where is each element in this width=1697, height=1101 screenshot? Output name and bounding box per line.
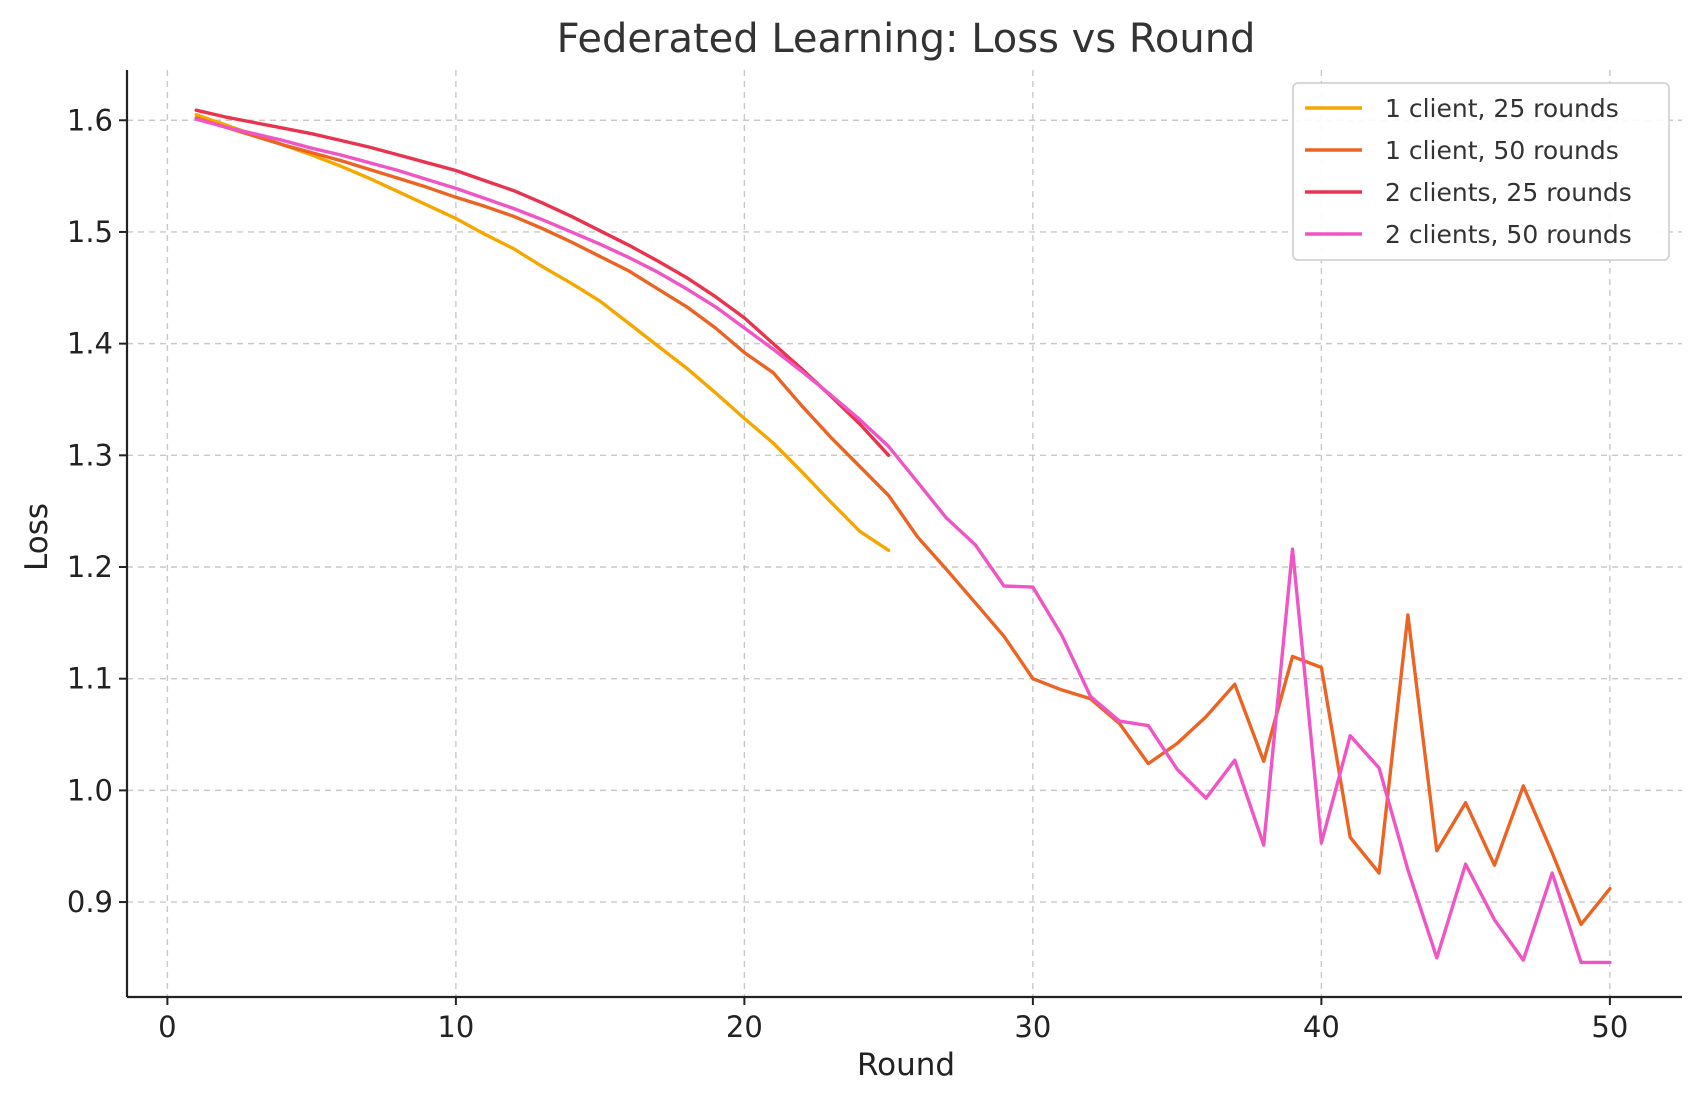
x-tick-label: 10 — [437, 1010, 474, 1044]
x-tick-label: 0 — [158, 1010, 176, 1044]
series-lines — [194, 108, 1612, 965]
x-tick-label: 40 — [1303, 1010, 1340, 1044]
chart-title: Federated Learning: Loss vs Round — [557, 16, 1256, 62]
y-tick-label: 1.5 — [67, 215, 113, 249]
series-line-2 — [194, 116, 1612, 927]
x-tick-label: 20 — [726, 1010, 763, 1044]
axis-ticks: 0 10 20 30 40 50 0.9 1.0 1.1 1.2 1.3 1.4 1.5 1.6 — [67, 103, 1628, 1044]
axes — [125, 70, 1682, 999]
x-tick-label: 50 — [1591, 1010, 1628, 1044]
legend: 1 client, 25 rounds 1 client, 50 rounds 2 … — [1292, 82, 1670, 261]
y-axis-label: Loss — [19, 503, 55, 571]
x-axis-label: Round — [857, 1047, 955, 1083]
y-tick-label: 1.0 — [67, 773, 113, 807]
y-tick-label: 0.9 — [67, 885, 113, 919]
y-tick-label: 1.4 — [67, 327, 113, 361]
series-line-1 — [194, 112, 891, 552]
y-tick-label: 1.6 — [67, 103, 113, 137]
y-tick-label: 1.3 — [67, 438, 113, 472]
series-line-4 — [194, 117, 1612, 965]
series-line-3 — [194, 108, 891, 457]
y-tick-label: 1.1 — [67, 662, 113, 696]
y-tick-label: 1.2 — [67, 550, 113, 584]
legend-frame — [1292, 82, 1670, 261]
legend-label-1: 1 client, 25 rounds — [1385, 94, 1619, 123]
legend-label-3: 2 clients, 25 rounds — [1385, 178, 1632, 207]
x-tick-label: 30 — [1014, 1010, 1051, 1044]
legend-label-4: 2 clients, 50 rounds — [1385, 220, 1632, 249]
legend-label-2: 1 client, 50 rounds — [1385, 136, 1619, 165]
